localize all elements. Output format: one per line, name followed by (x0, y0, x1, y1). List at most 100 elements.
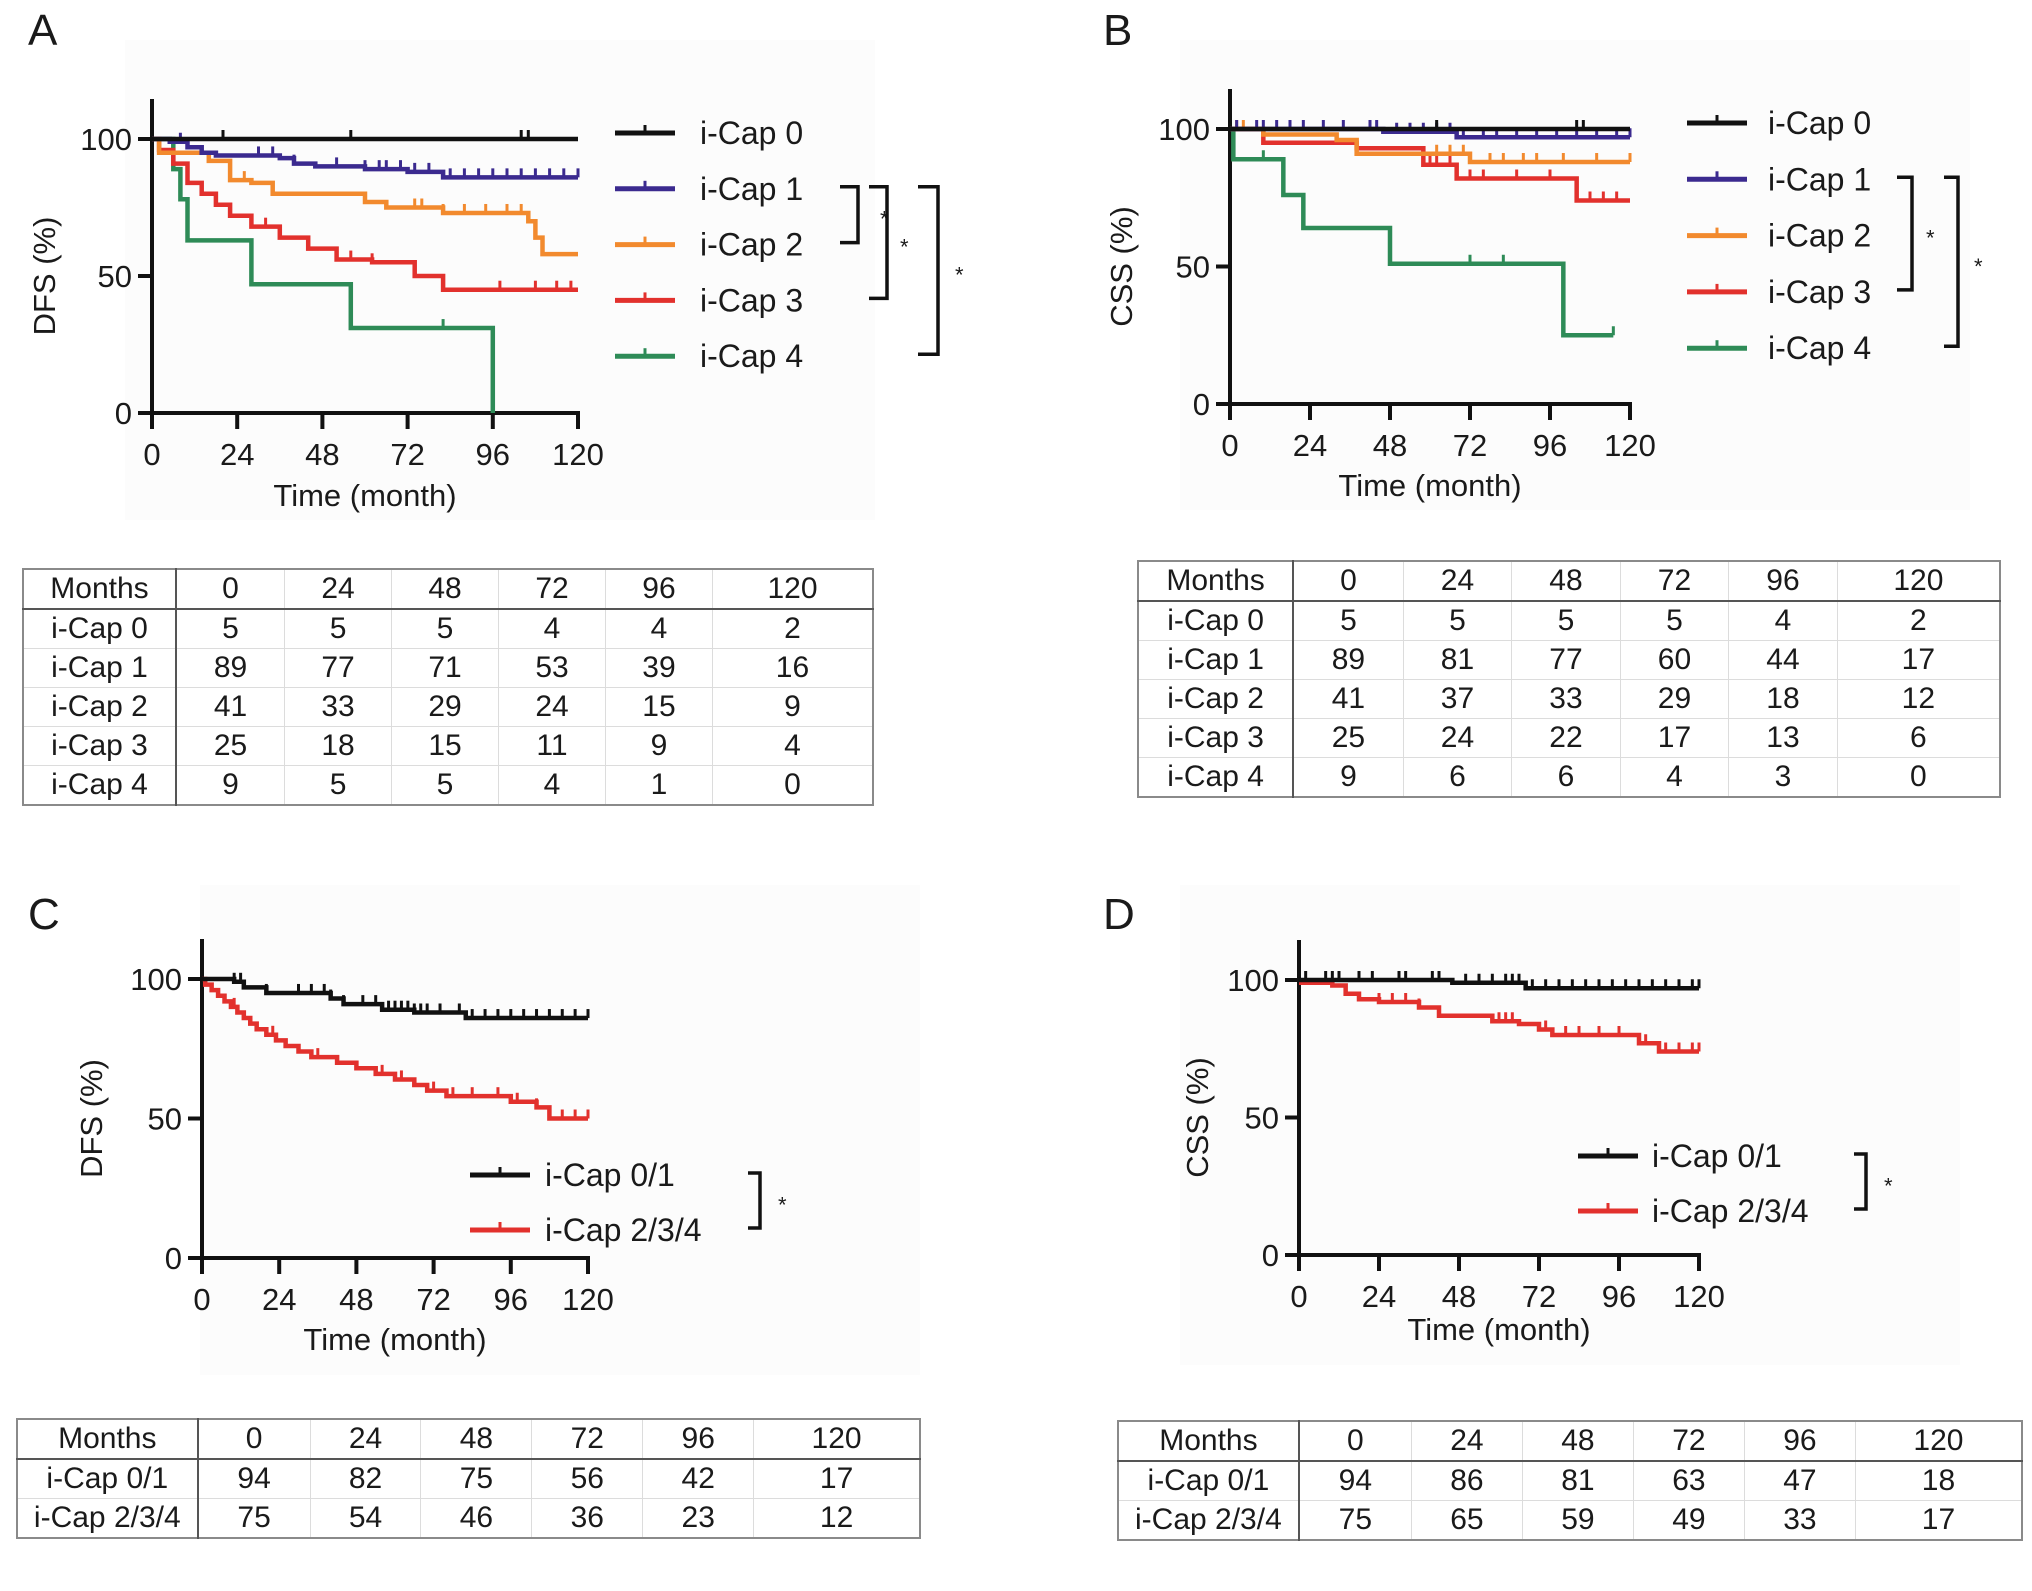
significance-bracket: * (840, 185, 889, 245)
table-cell: 17 (1836, 640, 2000, 680)
legend-label: i-Cap 0 (700, 115, 803, 151)
table-column-header: 96 (605, 568, 713, 610)
bracket-line (1944, 175, 1960, 348)
chart-c: 0 24 48 72 96 120 0 50 100 Time (month) DFS (%) i-C… (74, 939, 787, 1357)
table-cell: 81 (1521, 1460, 1634, 1501)
table-cell: 54 (309, 1498, 421, 1538)
survival-curve (152, 136, 578, 292)
table-cell: 42 (642, 1458, 754, 1499)
series-i-cap-4 (152, 136, 496, 413)
legend-item: i-Cap 2 (615, 227, 803, 263)
table-cell: 75 (420, 1458, 532, 1499)
table-cell: 4 (498, 608, 606, 649)
table-cell: 36 (531, 1498, 643, 1538)
table-cell: 65 (1410, 1500, 1523, 1540)
table-column-header: 48 (391, 568, 499, 610)
significance-star: * (1884, 1174, 1893, 1199)
significance-bracket: * (1854, 1152, 1893, 1211)
table-cell: 63 (1632, 1460, 1745, 1501)
x-tick-label: 0 (1221, 428, 1238, 463)
table-column-header: 24 (1410, 1420, 1523, 1462)
table-cell: 5 (391, 765, 499, 805)
table-column-header: 48 (1511, 560, 1621, 602)
table-cell: 29 (391, 687, 499, 727)
table-column-header: 48 (1521, 1420, 1634, 1462)
table-row-label: i-Cap 1 (22, 648, 177, 688)
significance-star: * (880, 207, 889, 232)
table-cell: 75 (1298, 1500, 1412, 1540)
table-column-header: 96 (1728, 560, 1838, 602)
significance-star: * (1974, 254, 1983, 279)
x-tick-label: 72 (416, 1282, 450, 1317)
table-column-header: 120 (753, 1418, 920, 1460)
table-cell: 25 (175, 726, 285, 766)
y-tick-label: 100 (80, 122, 132, 157)
table-row-label: i-Cap 0/1 (1117, 1460, 1300, 1501)
table-column-header: 24 (1402, 560, 1512, 602)
significance-bracket: * (918, 185, 964, 356)
survival-curve (202, 976, 588, 1021)
legend-label: i-Cap 0/1 (1652, 1138, 1782, 1174)
survival-curve (1299, 980, 1699, 1054)
x-tick-label: 24 (1293, 428, 1327, 463)
table-cell: 44 (1728, 640, 1838, 680)
bracket-line (1854, 1152, 1868, 1211)
table-column-header: 96 (642, 1418, 754, 1460)
table-cell: 25 (1292, 718, 1404, 758)
y-tick-label: 100 (1158, 112, 1210, 147)
x-tick-label: 48 (305, 437, 339, 472)
table-row: i-Cap 0/1 94 82 75 56 42 17 (16, 1458, 920, 1499)
table-cell: 59 (1521, 1500, 1634, 1540)
table-row-label: i-Cap 3 (1137, 718, 1295, 758)
y-axis-title: CSS (%) (1180, 1057, 1215, 1178)
table-column-header: 48 (420, 1418, 532, 1460)
table-column-header: 72 (498, 568, 606, 610)
series-i-cap-0 (1230, 120, 1630, 132)
legend-label: i-Cap 1 (700, 171, 803, 207)
chart-a: 0 24 48 72 96 120 0 50 100 Time (month) DFS (%) i-C… (27, 99, 964, 513)
table-row-label: i-Cap 2 (1137, 679, 1295, 719)
table-cell: 4 (1619, 757, 1729, 797)
series-i-cap-2 (152, 136, 578, 257)
y-axis-title: DFS (%) (74, 1059, 109, 1178)
significance-bracket: * (869, 185, 909, 301)
table-column-header: 96 (1743, 1420, 1856, 1462)
series-i-cap-1 (152, 132, 580, 180)
risk-table-b: Months 0 24 48 72 96 120 i-Cap 0 5 5 5 5 4 2 i-Cap 1 89… (1137, 560, 2001, 798)
table-cell: 94 (197, 1458, 311, 1499)
y-tick-label: 50 (98, 259, 132, 294)
table-row: i-Cap 2 41 33 29 24 15 9 (22, 687, 873, 727)
x-tick-label: 24 (220, 437, 254, 472)
table-cell: 33 (284, 687, 392, 727)
x-tick-label: 96 (1533, 428, 1567, 463)
legend-label: i-Cap 2 (700, 227, 803, 263)
panel-letter-c: C (28, 890, 60, 939)
table-cell: 17 (1854, 1500, 2022, 1540)
table-cell: 33 (1511, 679, 1621, 719)
table-cell: 13 (1728, 718, 1838, 758)
x-tick-label: 120 (552, 437, 604, 472)
survival-curve (1299, 977, 1699, 991)
significance-star: * (955, 263, 964, 288)
panel-letter-a: A (28, 6, 58, 55)
table-cell: 3 (1728, 757, 1838, 797)
significance-star: * (900, 235, 909, 260)
table-corner-label: Months (16, 1418, 199, 1460)
x-tick-label: 48 (1373, 428, 1407, 463)
table-cell: 17 (1619, 718, 1729, 758)
table-cell: 60 (1619, 640, 1729, 680)
x-tick-label: 24 (1362, 1279, 1396, 1314)
table-cell: 89 (175, 648, 285, 688)
survival-curve (1230, 126, 1614, 338)
table-column-header: 120 (1854, 1420, 2022, 1462)
legend-label: i-Cap 3 (1768, 274, 1871, 310)
series-i-cap-2-3-4 (1299, 980, 1701, 1054)
table-cell: 47 (1743, 1460, 1856, 1501)
x-tick-label: 48 (339, 1282, 373, 1317)
table-cell: 5 (1619, 600, 1729, 641)
bracket-line (869, 185, 889, 301)
table-cell: 11 (498, 726, 606, 766)
legend-item: i-Cap 2/3/4 (470, 1212, 702, 1248)
